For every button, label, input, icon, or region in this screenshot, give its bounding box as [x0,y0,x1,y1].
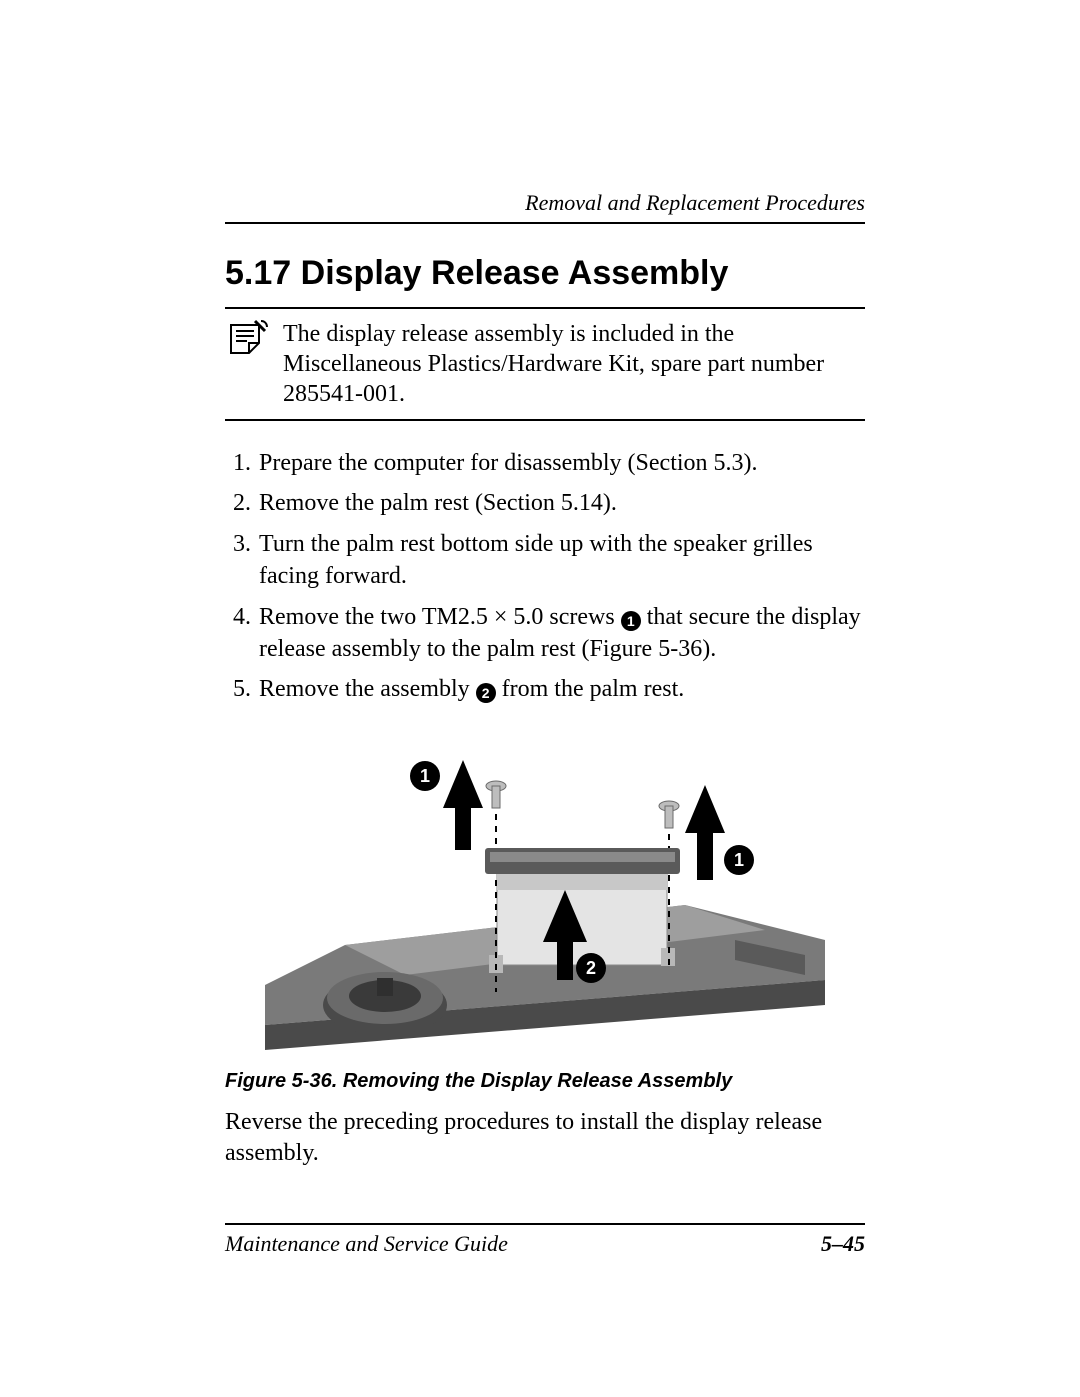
svg-text:1: 1 [420,766,430,786]
step-text: Remove the palm rest (Section 5.14). [259,487,865,519]
figure-svg: 1 1 2 [265,730,825,1060]
note-block: The display release assembly is included… [225,307,865,421]
svg-text:2: 2 [586,958,596,978]
step-text: Remove the assembly 2 from the palm rest… [259,673,865,705]
note-text-pre: The display release assembly is included… [283,321,824,377]
header-rule [225,222,865,224]
step-4: 4. Remove the two TM2.5 × 5.0 screws 1 t… [225,601,865,666]
footer-page-number: 5–45 [821,1231,865,1257]
callout-inline-2-icon: 2 [476,683,496,703]
section-title: 5.17 Display Release Assembly [225,254,865,293]
page: Removal and Replacement Procedures 5.17 … [0,0,1080,1397]
callout-1-right: 1 [724,845,754,875]
step-text-post: from the palm rest. [496,676,685,702]
running-head: Removal and Replacement Procedures [225,190,865,216]
note-icon [225,319,269,359]
callout-1-left: 1 [410,761,440,791]
step-1: 1. Prepare the computer for disassembly … [225,447,865,479]
svg-text:1: 1 [734,850,744,870]
section-number: 5.17 [225,254,291,292]
footer: Maintenance and Service Guide 5–45 [225,1223,865,1257]
step-5: 5. Remove the assembly 2 from the palm r… [225,673,865,705]
section-heading: Display Release Assembly [301,254,729,292]
step-text: Prepare the computer for disassembly (Se… [259,447,865,479]
step-text-pre: Remove the two TM2.5 × 5.0 screws [259,604,621,630]
step-number: 5. [225,673,251,705]
step-text: Remove the two TM2.5 × 5.0 screws 1 that… [259,601,865,666]
figure-caption: Figure 5-36. Removing the Display Releas… [225,1070,865,1093]
step-text-pre: Remove the assembly [259,676,476,702]
callout-inline-1-icon: 1 [621,611,641,631]
callout-2: 2 [576,953,606,983]
step-text: Turn the palm rest bottom side up with t… [259,528,865,593]
note-part-number: 285541-001 [283,381,399,407]
step-number: 2. [225,487,251,519]
footer-rule [225,1223,865,1225]
closing-text: Reverse the preceding procedures to inst… [225,1107,865,1169]
step-3: 3. Turn the palm rest bottom side up wit… [225,528,865,593]
note-text-post: . [399,381,405,407]
figure: 1 1 2 [225,730,865,1060]
footer-left: Maintenance and Service Guide [225,1231,508,1257]
steps-list: 1. Prepare the computer for disassembly … [225,447,865,706]
step-number: 3. [225,528,251,593]
step-number: 4. [225,601,251,666]
step-number: 1. [225,447,251,479]
step-2: 2. Remove the palm rest (Section 5.14). [225,487,865,519]
note-text: The display release assembly is included… [283,319,865,409]
